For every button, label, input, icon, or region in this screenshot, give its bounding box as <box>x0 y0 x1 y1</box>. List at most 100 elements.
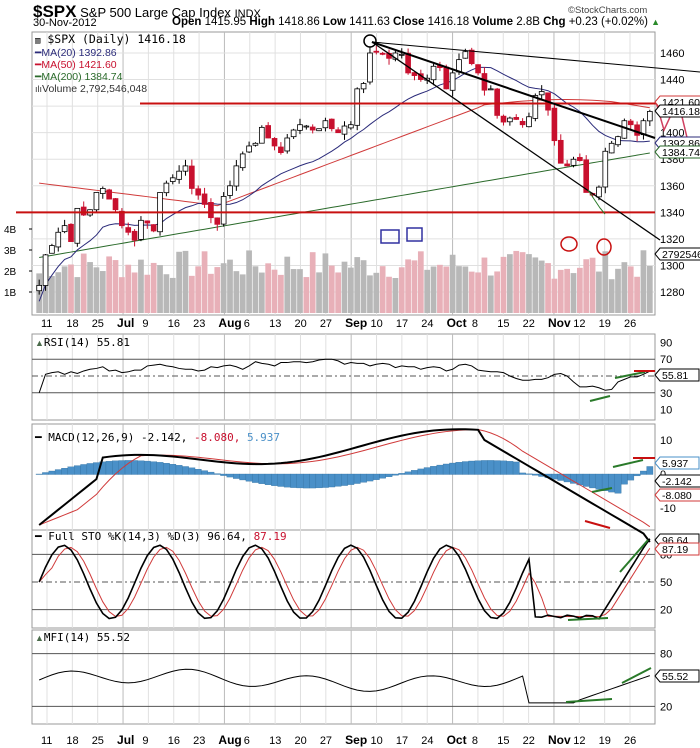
svg-text:80: 80 <box>660 649 672 661</box>
chart-date: 30-Nov-2012 <box>33 17 97 29</box>
peak-circle <box>363 34 377 48</box>
price-axis-tick: 1320 <box>660 234 684 246</box>
mountain-icon: ▲ <box>35 338 44 348</box>
date-tick: 26 <box>624 735 636 747</box>
date-tick: 16 <box>168 318 180 330</box>
chg-label: Chg <box>543 16 566 28</box>
macd-swatch-icon: ━ <box>35 431 42 444</box>
svg-text:55.81: 55.81 <box>662 370 688 382</box>
svg-text:-8.080: -8.080 <box>662 490 692 502</box>
low-value: 1411.63 <box>349 16 390 28</box>
svg-text:87.19: 87.19 <box>662 544 688 556</box>
close-label: Close <box>393 16 425 28</box>
date-tick: Oct <box>447 733 467 747</box>
date-tick: 18 <box>66 735 78 747</box>
svg-text:2B: 2B <box>4 267 17 278</box>
sto-swatch-icon: ━ <box>35 530 42 543</box>
svg-text:20: 20 <box>660 701 672 713</box>
date-tick: 12 <box>573 318 585 330</box>
date-tick: 10 <box>371 318 383 330</box>
svg-text:3B: 3B <box>4 246 17 257</box>
svg-text:30: 30 <box>660 388 672 400</box>
date-tick: Nov <box>548 733 571 747</box>
date-tick: 15 <box>497 735 509 747</box>
mountain-icon: ▲ <box>35 633 44 643</box>
date-tick: 6 <box>244 318 250 330</box>
legend-volume: Volume 2,792,546,048 <box>42 83 148 95</box>
date-tick: Sep <box>345 733 367 747</box>
copyright: ©StockCharts.com <box>568 5 648 16</box>
chg-value: +0.23 (+0.02%) <box>568 16 648 28</box>
volume-value: 2.8B <box>516 16 540 28</box>
index-name: S&P 500 Large Cap Index <box>80 5 231 20</box>
candle-icon: ▥ <box>35 36 41 46</box>
date-tick: 27 <box>320 735 332 747</box>
date-tick: 12 <box>573 735 585 747</box>
high-label: High <box>249 16 275 28</box>
low-label: Low <box>322 16 346 28</box>
svg-text:20: 20 <box>660 605 672 617</box>
date-tick: 19 <box>599 318 611 330</box>
svg-text:90: 90 <box>660 337 672 349</box>
date-tick: 15 <box>497 318 509 330</box>
svg-text:50: 50 <box>660 577 672 589</box>
svg-text:1384.74: 1384.74 <box>662 147 700 159</box>
price-axis-tick: 1300 <box>660 260 684 272</box>
date-tick: 20 <box>294 735 306 747</box>
date-tick: 24 <box>421 735 433 747</box>
date-tick: 13 <box>269 318 281 330</box>
date-tick: 11 <box>41 735 52 747</box>
svg-text:-2.142: -2.142 <box>662 476 692 488</box>
price-axis-tick: 1340 <box>660 207 684 219</box>
svg-text:1B: 1B <box>4 288 17 299</box>
date-tick: Nov <box>548 316 571 330</box>
svg-text:10: 10 <box>660 405 672 417</box>
rsi-legend: ▲RSI(14) 55.81 <box>35 337 130 349</box>
date-tick: Sep <box>345 316 367 330</box>
ma200-swatch-icon: ━ <box>35 71 42 83</box>
price-axis-tick: 1460 <box>660 48 684 60</box>
date-tick: 23 <box>193 318 205 330</box>
symbol: $SPX <box>33 2 77 21</box>
svg-text:4B: 4B <box>4 225 17 236</box>
macd-signal-label: -8.080, <box>193 431 241 444</box>
date-tick: 13 <box>269 735 281 747</box>
open-label: Open <box>172 16 202 28</box>
chart-title: $SPX S&P 500 Large Cap Index INDX <box>33 2 261 22</box>
price-axis-tick: 1280 <box>660 287 684 299</box>
date-tick: 17 <box>396 735 408 747</box>
date-tick: 17 <box>396 318 408 330</box>
svg-text:55.52: 55.52 <box>662 671 688 683</box>
svg-text:-10: -10 <box>660 503 676 515</box>
date-tick: 19 <box>599 735 611 747</box>
sto-label: Full STO %K(14,3) %D(3) 96.64, <box>48 530 247 543</box>
ohlc-summary: Open 1415.95 High 1418.86 Low 1411.63 Cl… <box>172 16 660 28</box>
sto-legend: ━ Full STO %K(14,3) %D(3) 96.64, 87.19 <box>35 531 287 543</box>
date-tick: 20 <box>294 318 306 330</box>
svg-text:2792546: 2792546 <box>662 249 700 261</box>
legend-ma50: MA(50) 1421.60 <box>41 59 117 71</box>
date-tick: Jul <box>117 316 134 330</box>
svg-text:10: 10 <box>660 435 672 447</box>
open-value: 1415.95 <box>204 16 247 28</box>
date-tick: Aug <box>218 316 241 330</box>
volume-bars-icon: ılı <box>35 84 43 94</box>
legend-price: $SPX (Daily) 1416.18 <box>47 32 186 46</box>
date-tick: 11 <box>41 318 52 330</box>
sto-d-label: 87.19 <box>253 530 287 543</box>
date-tick: 8 <box>472 735 478 747</box>
date-tick: 18 <box>66 318 78 330</box>
date-tick: 8 <box>472 318 478 330</box>
volume-label: Volume <box>472 16 514 28</box>
legend-ma200: MA(200) 1384.74 <box>41 71 123 83</box>
ma50-swatch-icon: ━ <box>35 59 42 71</box>
rsi-label: RSI(14) 55.81 <box>43 336 131 349</box>
date-tick: 9 <box>142 318 148 330</box>
date-tick: Oct <box>447 316 467 330</box>
date-tick: 9 <box>142 735 148 747</box>
date-tick: 22 <box>523 735 535 747</box>
date-tick: 27 <box>320 318 332 330</box>
legend-ma20: MA(20) 1392.86 <box>41 47 117 59</box>
date-tick: Jul <box>117 733 134 747</box>
high-value: 1418.86 <box>278 16 320 28</box>
